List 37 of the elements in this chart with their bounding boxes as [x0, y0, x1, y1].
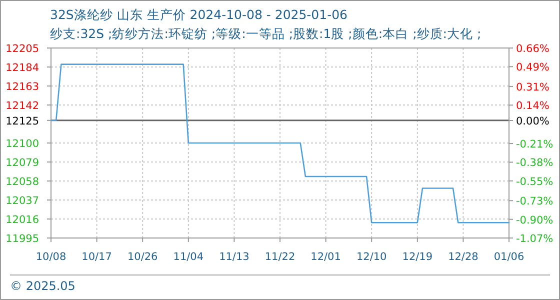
- y-tick-label: 12125: [6, 115, 39, 128]
- y-tick-label: 12058: [6, 176, 39, 188]
- y2-tick-label: -0.21%: [516, 138, 554, 151]
- y-tick-label: 12079: [6, 157, 39, 169]
- y2-tick-label: -0.38%: [516, 157, 554, 170]
- line-series: [50, 64, 510, 224]
- y-tick-label: 12100: [6, 138, 39, 150]
- x-tick-label: 10/08: [36, 251, 66, 263]
- chart-title: 32S涤纶纱 山东 生产价 2024-10-08 - 2025-01-06: [50, 7, 348, 22]
- y-tick-label: 12142: [6, 100, 39, 112]
- y2-tick-label: 0.14%: [516, 100, 550, 112]
- x-tick-label: 10/17: [82, 251, 112, 263]
- y-tick-label: 12016: [6, 214, 40, 226]
- x-tick-label: 11/13: [219, 251, 250, 263]
- y-tick-label: 11995: [6, 233, 39, 245]
- y2-tick-label: -0.90%: [516, 214, 554, 226]
- y-tick-label: 12184: [6, 62, 40, 74]
- x-tick-label: 12/10: [356, 251, 387, 263]
- y2-tick-label: -0.55%: [516, 176, 554, 188]
- x-tick-label: 11/04: [173, 251, 204, 263]
- y-tick-label: 12205: [6, 43, 39, 55]
- y-tick-label: 12037: [6, 195, 39, 207]
- y2-tick-label: -1.07%: [516, 233, 554, 245]
- x-tick-label: 10/26: [127, 251, 158, 263]
- y2-tick-label: 0.31%: [516, 81, 550, 94]
- x-tick-label: 12/19: [402, 251, 433, 263]
- y2-tick-label: 0.66%: [516, 43, 550, 55]
- y2-tick-label: -0.73%: [516, 196, 554, 208]
- x-tick-label: 12/01: [310, 251, 341, 263]
- chart-subtitle: 纱支:32S ;纺纱方法:环锭纺 ;等级:一等品 ;股数:1股 ;颜色:本白 ;纱质:大化 ;: [50, 26, 482, 41]
- y2-tick-label: 0.00%: [516, 115, 550, 128]
- x-tick-label: 11/22: [264, 251, 296, 263]
- text: © 2025.05: [10, 279, 76, 293]
- x-tick-label: 12/28: [448, 251, 478, 263]
- x-tick-label: 01/06: [494, 251, 524, 263]
- y-tick-label: 12163: [6, 81, 39, 93]
- y2-tick-label: 0.49%: [516, 62, 550, 74]
